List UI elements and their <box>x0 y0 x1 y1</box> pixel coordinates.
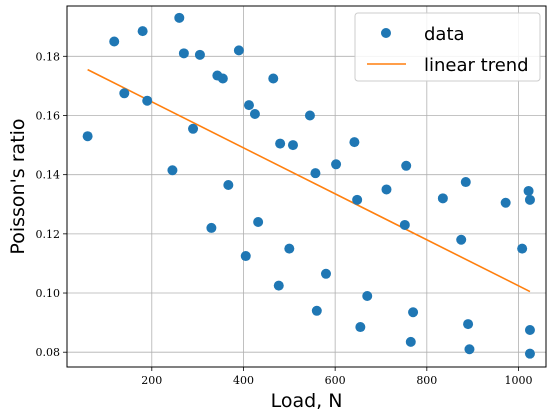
y-tick-label: 0.14 <box>36 169 61 182</box>
data-point <box>437 193 448 204</box>
legend-marker-data <box>381 28 391 38</box>
data-point <box>188 123 199 134</box>
data-point <box>355 322 366 333</box>
data-point <box>268 73 279 84</box>
data-point <box>233 45 244 56</box>
y-tick-label: 0.12 <box>36 228 61 241</box>
data-point <box>320 268 331 279</box>
data-point <box>349 137 360 148</box>
trend-line-group <box>87 68 531 293</box>
data-point <box>223 180 234 191</box>
y-tick-label: 0.10 <box>36 287 61 300</box>
data-point <box>253 217 264 228</box>
data-point <box>524 194 535 205</box>
data-point <box>352 194 363 205</box>
x-tick-label: 400 <box>233 374 254 387</box>
data-point <box>399 219 410 230</box>
data-point <box>463 319 474 330</box>
legend-label-data: data <box>424 24 465 45</box>
data-point <box>273 280 284 291</box>
y-tick-label: 0.16 <box>36 109 61 122</box>
y-tick-label: 0.18 <box>36 50 61 63</box>
data-point <box>524 325 535 336</box>
trend-line <box>87 68 531 293</box>
data-point <box>178 48 189 59</box>
data-points <box>82 12 535 359</box>
grid-lines <box>67 6 546 367</box>
data-point <box>460 177 471 188</box>
x-tick-label: 200 <box>141 374 162 387</box>
plot-frame <box>66 5 547 368</box>
data-point <box>194 49 205 60</box>
data-point <box>109 36 120 47</box>
data-point <box>310 168 321 179</box>
data-point <box>137 26 148 37</box>
data-point <box>331 159 342 170</box>
data-point <box>524 348 535 359</box>
axis-ticks: 200 400 600 800 1000 0.08 0.10 0.12 0.14 0.16 0.18 <box>36 50 533 387</box>
data-point <box>405 336 416 347</box>
x-axis-label: Load, N <box>271 390 343 412</box>
data-point <box>243 100 254 111</box>
data-point <box>167 165 178 176</box>
legend-label-trend: linear trend <box>424 55 529 76</box>
data-point <box>464 344 475 355</box>
data-point <box>119 88 130 99</box>
data-point <box>381 184 392 195</box>
data-point <box>311 305 322 316</box>
data-point <box>240 251 251 262</box>
x-tick-label: 800 <box>416 374 437 387</box>
data-point <box>408 307 419 318</box>
y-axis-label: Poisson's ratio <box>7 118 29 254</box>
data-point <box>206 222 217 233</box>
data-point <box>217 73 228 84</box>
legend: data linear trend <box>354 12 541 82</box>
data-point <box>287 140 298 151</box>
data-point <box>401 160 412 171</box>
x-tick-label: 1000 <box>504 374 532 387</box>
data-point <box>517 243 528 254</box>
x-tick-label: 600 <box>325 374 346 387</box>
data-point <box>284 243 295 254</box>
data-point <box>275 138 286 149</box>
data-point <box>142 95 153 106</box>
data-point <box>82 131 93 142</box>
data-point <box>523 185 534 196</box>
data-point <box>174 12 185 23</box>
data-point <box>500 197 511 208</box>
y-tick-label: 0.08 <box>36 346 61 359</box>
data-point <box>362 290 373 301</box>
data-point <box>249 109 260 120</box>
data-point <box>304 110 315 121</box>
data-point <box>456 234 467 245</box>
